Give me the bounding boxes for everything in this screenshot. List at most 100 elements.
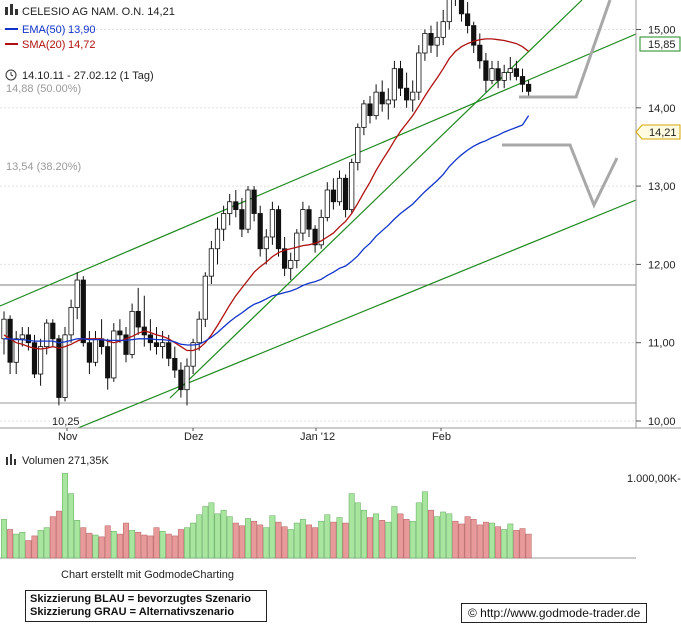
y-tick-label: 11,00 [648,338,675,350]
volume-bar [226,516,233,559]
volume-panel: Volumen 271,35K 1.000,00K- [0,454,681,559]
volume-bar [373,513,380,559]
candle [202,272,208,328]
volume-bar [440,511,447,559]
candle [239,197,245,237]
candle [397,60,404,97]
volume-bar [86,532,93,559]
volume-bar [49,516,56,559]
volume-bar [25,540,32,559]
candle [507,56,513,81]
volume-bar [306,524,312,559]
volume-bar [354,502,361,559]
scenario-grey-lower [502,143,619,209]
candle [519,68,526,93]
candle [74,272,80,320]
trend-lines [0,0,636,428]
volume-bar [251,520,258,559]
candle [178,362,184,398]
volume-bar [324,514,331,559]
scenario-legend-grey: Skizzierung GRAU = Alternativszenario [30,606,235,618]
candle [245,186,251,234]
volume-bar [98,536,105,559]
candle [471,21,477,53]
volume-bar [1,519,7,559]
sma-line [3,38,529,352]
channel-lower-line [77,199,636,428]
volume-bar [55,510,62,559]
candle [416,45,422,100]
volume-bar [159,531,166,559]
candle [7,315,13,375]
volume-bar [141,534,148,559]
volume-bar [330,521,337,559]
candle [385,88,391,120]
candle [422,29,428,61]
volume-bar [513,530,520,559]
candle [233,190,239,218]
volume-bar [7,529,14,559]
candle [410,80,416,112]
volume-bar [501,529,508,559]
candle [44,319,50,355]
price-tag-last-text: 14,21 [649,127,677,139]
volume-bar [171,535,178,559]
candle [227,193,233,226]
volume-bar [245,518,251,559]
candle [336,170,343,206]
volume-bar [464,516,471,559]
candle [434,21,440,57]
candle [19,327,25,347]
x-tick-nov: Nov [58,431,78,443]
candle [263,229,269,265]
volume-bar [110,531,117,559]
candle [62,327,68,402]
candle [294,229,300,269]
candle [251,186,257,222]
volume-bar [104,525,111,559]
volume-bar [31,535,38,559]
volume-bar [348,493,355,559]
candle [373,84,379,120]
candle [105,338,111,390]
volume-bar [391,506,398,559]
volume-bar [129,530,136,559]
candle [257,205,263,257]
bar-icon [5,7,8,15]
volume-bar [202,506,209,559]
volume-bar [287,529,294,559]
x-tick-jan: Jan '12 [300,431,335,443]
volume-bar [190,522,197,559]
volume-bar [482,521,489,559]
scenario-grey-upper [519,0,612,99]
candle [477,33,483,69]
volume-bar [336,517,343,559]
volume-bar [220,509,227,559]
volume-bar [208,502,215,559]
volume-bar [263,527,270,559]
candle [135,287,141,335]
source-link[interactable]: © http://www.godmode-trader.de [461,603,648,623]
ema-legend-value: 13,90 [68,24,96,36]
candle [117,319,123,343]
candle [464,2,471,34]
candle [129,303,135,359]
candle [275,205,282,257]
volume-bar [275,521,282,559]
candle [483,52,489,93]
volume-bar [293,522,300,559]
candle [342,174,349,218]
volume-bar [409,520,416,559]
volume-bar [452,520,459,559]
candle [318,209,324,249]
volume-bars [1,473,532,559]
volume-bar [269,515,276,559]
volume-bar [74,520,81,559]
chart-legend: CELESIO AG NAM. O.N. 14,21 EMA(50) 13,90… [5,4,175,173]
candle [92,330,99,367]
y-tick-label: 12,00 [648,259,676,271]
volume-bar [312,527,319,559]
scenario-legend-box: Skizzierung BLAU = bevorzugtes Szenario … [25,590,267,622]
